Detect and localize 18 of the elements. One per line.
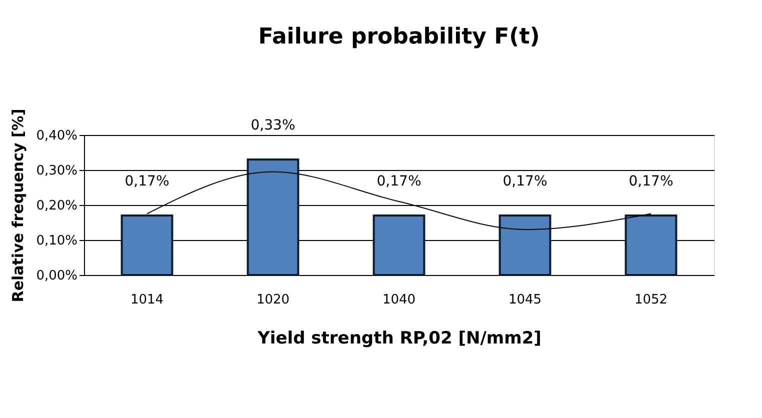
x-tick-label: 1045 <box>508 292 542 308</box>
data-label: 0,17% <box>502 174 548 190</box>
x-tick-label: 1040 <box>382 292 416 308</box>
y-tick-label: 0,20% <box>36 198 78 214</box>
y-tick-label: 0,40% <box>36 128 78 144</box>
x-tick-label: 1020 <box>256 292 290 308</box>
data-label: 0,17% <box>376 174 422 190</box>
y-tick-label: 0,10% <box>36 234 78 248</box>
x-tick-label: 1014 <box>130 292 164 308</box>
y-tick-label: 0,30% <box>36 164 78 178</box>
data-label: 0,17% <box>628 174 674 190</box>
data-label: 0,33% <box>250 118 296 134</box>
y-tick-label: 0,00% <box>36 268 78 284</box>
x-tick-label: 1052 <box>634 292 668 308</box>
chart-title: Failure probability F(t) <box>258 24 540 50</box>
data-label: 0,17% <box>124 174 170 190</box>
x-axis-title: Yield strength RP,02 [N/mm2] <box>256 328 542 348</box>
y-axis-title: Relative frequency [%] <box>9 108 28 302</box>
